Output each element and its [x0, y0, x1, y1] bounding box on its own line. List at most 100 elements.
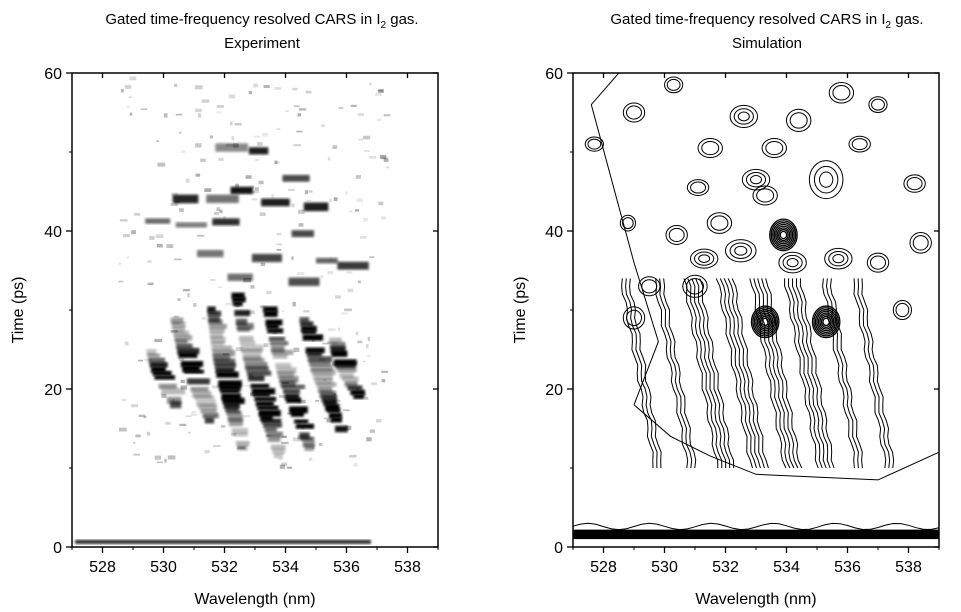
contour-line	[822, 278, 855, 469]
signal-band-segment	[178, 352, 198, 359]
speckle	[381, 216, 386, 220]
speckle	[278, 394, 285, 398]
signal-band-segment	[254, 396, 277, 402]
signal-band-segment	[330, 346, 346, 354]
x-tick-label: 536	[834, 559, 861, 576]
signal-band-segment	[261, 418, 282, 424]
speckle	[293, 144, 302, 147]
contour-island	[584, 136, 604, 152]
contour-island	[756, 188, 775, 203]
speckle	[287, 412, 295, 415]
signal-band-segment	[353, 394, 365, 399]
contour-peak	[769, 218, 798, 252]
signal-band-segment	[166, 396, 182, 404]
speckle	[161, 393, 167, 398]
speckle	[177, 298, 181, 302]
x-tick-label: 528	[590, 559, 617, 576]
contour-line	[723, 278, 761, 469]
signal-band-segment	[251, 388, 276, 395]
speckle	[378, 88, 384, 94]
signal-band-segment	[170, 401, 182, 409]
contour-island	[778, 251, 807, 274]
contour-peak	[822, 317, 831, 327]
speckle	[157, 162, 166, 167]
speckle	[246, 310, 255, 315]
contour-line	[683, 278, 719, 469]
signal-blob	[145, 218, 171, 224]
speckle	[216, 111, 222, 114]
speckle	[320, 124, 326, 128]
speckle	[130, 404, 138, 408]
speckle	[305, 90, 312, 94]
signal-band-segment	[209, 328, 225, 333]
contour-peak	[779, 230, 788, 240]
speckle	[348, 210, 353, 213]
signal-band-segment	[212, 349, 236, 357]
speckle	[258, 180, 264, 185]
speckle	[327, 271, 334, 275]
speckle	[164, 458, 167, 463]
signal-band-segment	[350, 389, 366, 396]
signal-band-segment	[211, 341, 225, 346]
speckle	[337, 399, 341, 403]
signal-band-segment	[309, 360, 331, 366]
signal-band-segment	[289, 406, 308, 414]
speckle	[147, 282, 155, 285]
speckle	[347, 288, 354, 293]
speckle	[121, 398, 127, 402]
speckle	[179, 131, 182, 134]
contour-peak	[776, 227, 791, 243]
signal-band-segment	[272, 354, 288, 359]
contour-island	[745, 171, 767, 188]
x-tick-label: 536	[333, 559, 360, 576]
speckle	[383, 114, 391, 117]
speckle	[183, 288, 190, 292]
speckle	[196, 234, 205, 237]
simulation-ylabel: Time (ps)	[512, 277, 529, 344]
speckle	[191, 410, 197, 414]
speckle	[276, 232, 282, 236]
speckle	[371, 382, 378, 386]
contour-line	[829, 278, 863, 469]
contour-peak	[778, 228, 789, 242]
speckle	[220, 424, 226, 428]
speckle	[216, 105, 224, 108]
speckle	[179, 208, 184, 212]
speckle	[329, 198, 332, 202]
speckle	[368, 155, 377, 159]
contour-island	[866, 252, 890, 273]
speckle	[124, 84, 132, 89]
signal-band-segment	[233, 432, 248, 437]
speckle	[135, 434, 141, 438]
speckle	[291, 203, 295, 208]
signal-band-segment	[242, 353, 262, 361]
signal-band-segment	[323, 399, 337, 406]
speckle	[119, 219, 128, 222]
contour-island	[832, 254, 845, 264]
speckle	[357, 280, 362, 284]
signal-band-segment	[176, 343, 193, 350]
speckle	[129, 76, 137, 81]
speckle	[257, 141, 263, 146]
speckle	[279, 464, 286, 469]
signal-band-segment	[207, 306, 216, 313]
speckle	[185, 415, 192, 418]
speckle	[178, 357, 185, 361]
contour-line	[621, 278, 654, 469]
speckle	[252, 198, 258, 201]
speckle	[326, 419, 334, 423]
speckle	[364, 396, 369, 400]
signal-blob	[282, 174, 310, 182]
contour-line	[659, 278, 693, 469]
speckle	[180, 385, 188, 390]
contour-island	[851, 138, 868, 151]
signal-band-segment	[302, 334, 324, 341]
speckle	[193, 302, 197, 307]
speckle	[366, 354, 371, 357]
signal-band-segment	[219, 384, 241, 391]
contour-island	[689, 248, 719, 269]
contour-peak	[755, 310, 776, 334]
speckle	[143, 416, 147, 419]
signal-band-segment	[148, 357, 166, 364]
